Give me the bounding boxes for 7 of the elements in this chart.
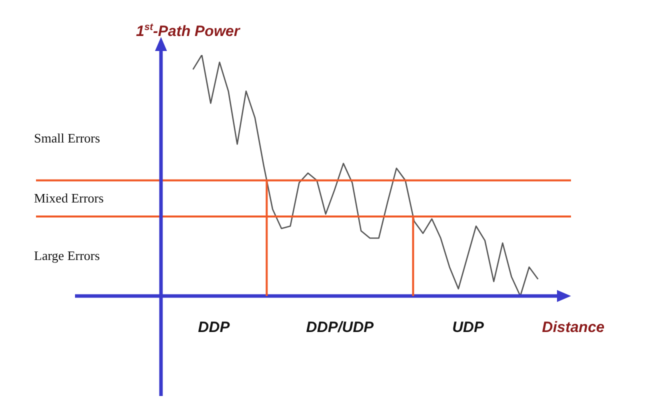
text: Large Errors <box>34 248 100 264</box>
text: UDP <box>452 319 485 336</box>
text: Small Errors <box>34 130 100 146</box>
text: Mixed Errors <box>34 190 104 206</box>
x-axis-title: Distance <box>542 319 605 336</box>
text: DDP <box>198 319 231 336</box>
text: DDP/UDP <box>306 319 375 336</box>
